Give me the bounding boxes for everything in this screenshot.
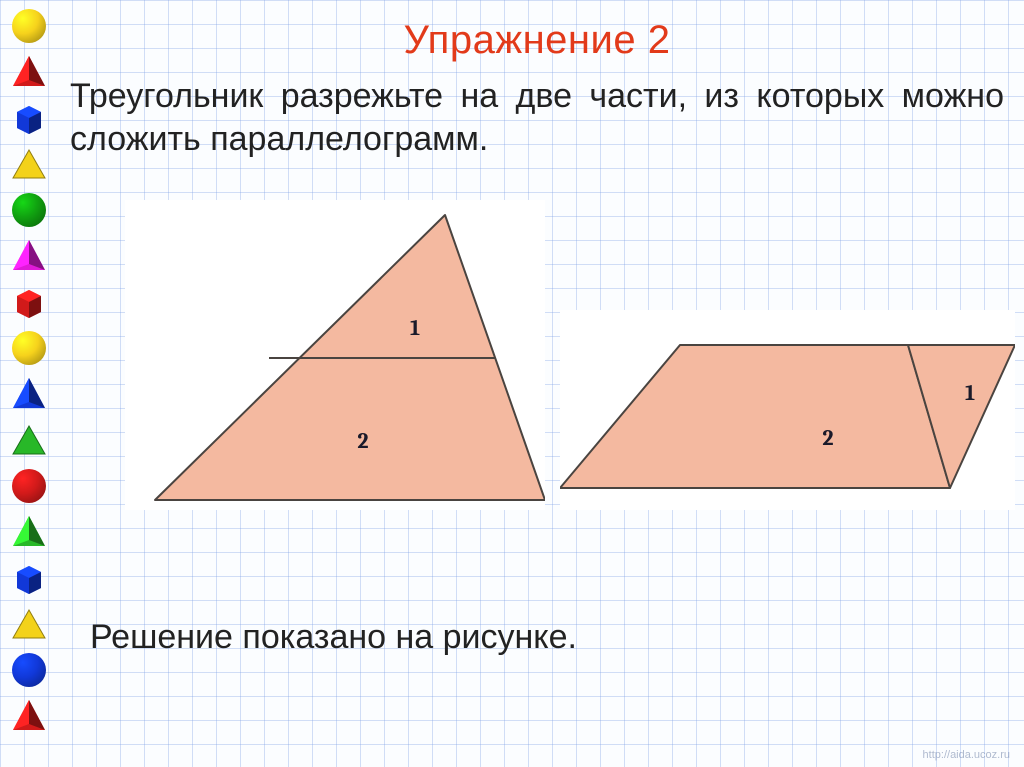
parallelogram-diagram: 21 [560, 310, 1015, 510]
decor-ball-icon [7, 326, 51, 370]
slide-content: Упражнение 2 Треугольник разрежьте на дв… [60, 0, 1014, 767]
svg-text:1: 1 [410, 315, 420, 341]
parallelogram-panel: 21 [560, 310, 1015, 510]
svg-text:2: 2 [822, 425, 833, 451]
triangle-panel: 12 [125, 200, 545, 510]
decor-tetra-icon [7, 50, 51, 94]
solution-caption: Решение показано на рисунке. [90, 618, 577, 657]
svg-text:2: 2 [357, 428, 368, 454]
decor-tetra-icon [7, 510, 51, 554]
decor-cube-icon [7, 96, 51, 140]
decor-tetra-icon [7, 694, 51, 738]
decor-tetra-icon [7, 372, 51, 416]
figure-area: 12 21 [70, 190, 1004, 530]
decorative-shapes-sidebar [0, 0, 58, 767]
decor-ball-icon [7, 648, 51, 692]
problem-statement: Треугольник разрежьте на две части, из к… [70, 75, 1004, 160]
decor-cube-icon [7, 556, 51, 600]
decor-tri2d-icon [7, 418, 51, 462]
decor-tetra-icon [7, 234, 51, 278]
decor-ball-icon [7, 188, 51, 232]
watermark-url: http://aida.ucoz.ru [923, 749, 1010, 761]
decor-ball-icon [7, 464, 51, 508]
decor-tri2d-icon [7, 142, 51, 186]
decor-tri2d-icon [7, 602, 51, 646]
exercise-title: Упражнение 2 [60, 18, 1014, 63]
triangle-diagram: 12 [125, 200, 545, 510]
svg-text:1: 1 [965, 380, 975, 406]
decor-ball-icon [7, 4, 51, 48]
decor-cube-icon [7, 280, 51, 324]
